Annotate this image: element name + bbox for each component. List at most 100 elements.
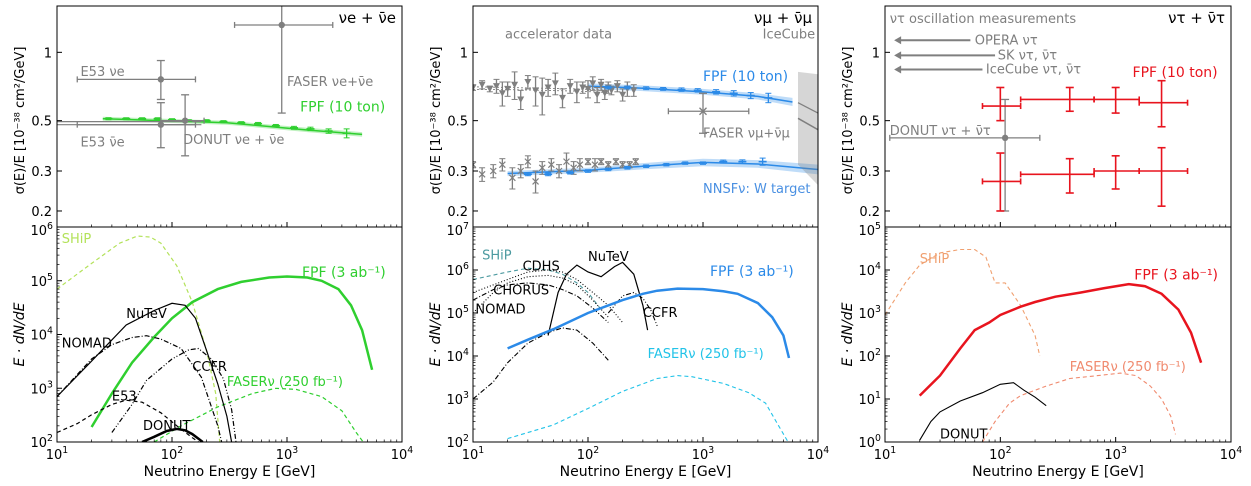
top-label: FASER νe+ν̄e [287,75,373,90]
panel-numu: accelerator data IceCube FPF (10 ton) FASER… [428,5,829,480]
y-tick-label-bottom: 104 [859,261,882,279]
panel-frame [884,5,1232,443]
accel-data-point [538,164,546,172]
bottom-curve-3 [919,382,1047,441]
top-curve-2 [797,102,818,114]
arrow-head-0 [894,36,902,45]
panel-title: νμ + ν̄μ [754,9,812,27]
accel-data-point [517,167,525,175]
y-tick-label-top: 1 [460,46,468,61]
y-tick-label-top: 0.2 [31,205,52,220]
y-tick-label-bottom: 105 [447,304,470,322]
bottom-plot-area [885,248,1203,442]
accel-data-point [504,85,512,93]
top-label: FASER νμ+ν̄μ [703,126,790,141]
x-tick-label: 102 [989,445,1012,463]
y-tick-label-bottom: 107 [447,221,470,239]
accel-data-point [576,161,584,169]
errorbar-marker-1 [157,121,165,128]
top-label: IceCube ντ, ν̄τ [986,63,1081,78]
x-tick-label: 104 [391,445,414,463]
y-tick-label-bottom: 103 [447,390,470,408]
y-tick-label-top: 0.5 [447,115,468,130]
bottom-curve-1 [918,282,1203,397]
y-tick-label-bottom: 104 [31,326,54,344]
y-tick-label-bottom: 106 [31,221,54,239]
bottom-label: FASERν (250 fb⁻¹) [1070,360,1186,375]
bottom-label: CDHS [523,260,560,275]
bottom-curve-1 [90,275,374,428]
bottom-curve-2 [153,387,364,442]
errorbar-marker-0 [699,107,707,116]
bottom-label: NuTeV [126,307,167,322]
bottom-label: E53 [112,390,137,405]
bottom-label: FPF (3 ab⁻¹) [302,265,386,281]
band-2 [798,71,818,186]
top-label: E53 νe [80,65,124,80]
y-tick-label-bottom: 102 [31,433,54,451]
accel-data-point [584,85,592,93]
y-axis-label-top: σ(E)/E [10⁻³⁸ cm²/GeV] [429,47,444,195]
top-label: FPF (10 ton) [1133,65,1218,81]
bottom-curve-7 [141,427,204,442]
accel-data-point [473,84,477,91]
accel-data-point [478,81,486,89]
bottom-label: CHORUS [493,284,549,299]
errorbar-marker-2 [181,117,189,124]
y-tick-label-bottom: 105 [859,221,882,239]
accel-data-point [613,83,621,90]
bottom-curve-1 [473,269,624,323]
accel-data-point [593,91,601,99]
top-plot-area [889,36,1189,212]
bottom-curve-5 [547,261,649,336]
bottom-curve-0 [885,248,1041,357]
y-tick-label-top: 0.3 [859,165,880,180]
panel-nue: E53 νe E53 ν̄e DONUT νe + ν̄e FASER νe+ν̄e F… [12,5,414,480]
accel-data-point [538,91,546,99]
accel-data-point [524,158,532,166]
accel-data-point [619,91,627,99]
bottom-label: NuTeV [588,250,629,265]
accel-data-point [524,79,532,86]
accel-data-point [579,84,587,91]
y-tick-label-top: 1 [44,46,52,61]
bottom-curve-4 [473,327,609,400]
bottom-curve-2 [473,274,609,318]
bottom-label: SHiP [482,248,512,263]
x-axis-label: Neutrino Energy E [GeV] [560,464,732,480]
accel-data-point [532,87,540,94]
accel-data-point [551,80,559,87]
arrow-head-2 [894,65,902,74]
bottom-plot-area [473,261,791,442]
accel-data-point [555,167,563,175]
x-tick-label: 103 [276,445,299,463]
bottom-label: CCFR [643,306,678,321]
accel-data-point [473,161,477,169]
top-label: IceCube [763,27,816,42]
x-tick-label: 104 [1220,445,1243,463]
accel-data-point [612,158,620,166]
panel-frame [56,5,403,443]
y-tick-label-top: 0.3 [447,165,468,180]
top-label: SK ντ, ν̄τ [998,48,1058,63]
top-label: accelerator data [505,27,612,42]
accel-data-point [584,158,592,166]
bottom-label: FPF (3 ab⁻¹) [710,264,794,280]
top-label: OPERA ντ [975,33,1038,48]
top-label: E53 ν̄e [80,136,124,151]
accel-data-point [489,167,497,175]
x-axis-label: Neutrino Energy E [GeV] [144,464,316,480]
bottom-label: SHiP [62,232,92,247]
band-line-2 [797,117,818,131]
y-tick-label-top: 0.2 [859,205,880,220]
bottom-curve-4 [57,335,223,442]
bottom-label: DONUT [940,427,987,442]
bottom-curve-0 [473,267,602,310]
panel-title: ντ + ν̄τ [1168,9,1225,27]
accel-data-point [544,84,552,91]
x-tick-label: 101 [46,445,69,463]
x-tick-label: 103 [1104,445,1127,463]
top-label: DONUT νe + ν̄e [183,133,284,148]
